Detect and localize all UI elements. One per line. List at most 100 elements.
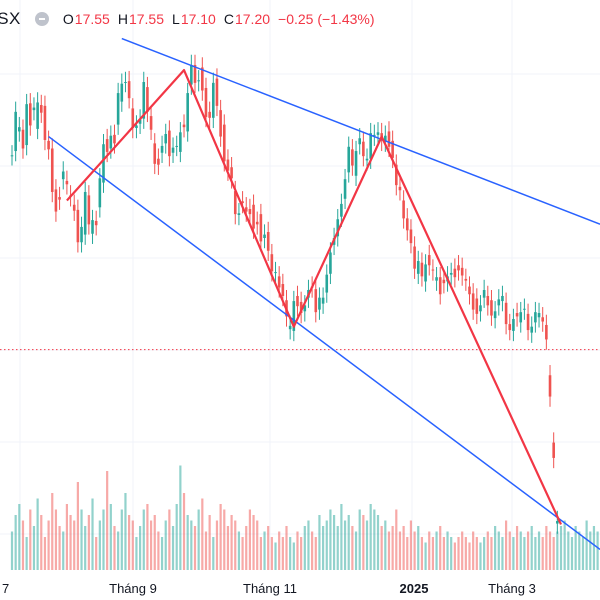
candle-body (83, 191, 87, 235)
candle-body (281, 284, 285, 296)
candle-body (164, 134, 168, 144)
candle-body (486, 295, 490, 306)
volume-bar (215, 520, 219, 570)
volume-bar (336, 526, 339, 570)
candle-body (277, 276, 281, 288)
volume-bar (289, 537, 292, 570)
candle-body (413, 246, 416, 269)
candle-body (493, 311, 497, 319)
x-tick-label: Tháng 9 (109, 581, 157, 596)
volume-bar (47, 520, 50, 570)
candle-body (329, 252, 332, 274)
volume-bar (369, 504, 372, 570)
minus-icon[interactable] (34, 12, 49, 26)
volume-bar (409, 520, 413, 570)
candlestick-series (10, 54, 559, 534)
volume-bar (135, 537, 138, 570)
volume-bar (596, 531, 599, 570)
volume-bar (519, 531, 522, 570)
volume-bar (73, 520, 76, 570)
volume-bar (157, 531, 160, 570)
candle-body (537, 313, 541, 318)
candle-body (552, 442, 555, 458)
candle-body (43, 105, 47, 140)
candle-body (208, 111, 211, 118)
candle-body (142, 82, 146, 119)
candle-body (482, 290, 486, 298)
candle-body (398, 186, 402, 191)
candle-body (105, 139, 109, 152)
volume-bar (314, 537, 317, 570)
candle-body (292, 301, 296, 331)
candle-body (479, 305, 482, 312)
open-value: 17.55 (74, 11, 110, 27)
volume-bar (95, 537, 98, 570)
candle-body (402, 200, 405, 219)
candle-body (391, 140, 394, 158)
volume-bar (300, 537, 303, 570)
volume-bar (106, 471, 109, 570)
candle-body (124, 82, 127, 83)
volume-bar (303, 526, 306, 570)
candle-body (318, 297, 321, 310)
candle-body (50, 148, 54, 192)
volume-bar (146, 504, 149, 570)
volume-bar (117, 531, 120, 570)
volume-bar (453, 542, 456, 570)
volume-bar (153, 515, 156, 570)
volume-bar (497, 531, 500, 570)
volume-bars (10, 465, 599, 570)
candle-body (98, 178, 102, 208)
candle-body (435, 277, 438, 281)
volume-bar (25, 537, 28, 570)
candle-body (21, 129, 25, 149)
volume-bar (464, 537, 467, 570)
volume-bar (91, 498, 94, 570)
candle-body (219, 110, 222, 137)
candle-body (160, 145, 164, 153)
volume-bar (340, 504, 343, 570)
drawing-overlays[interactable] (48, 37, 600, 551)
candle-body (526, 313, 530, 331)
volume-bar (29, 509, 32, 570)
volume-bar (186, 515, 189, 570)
volume-bar (131, 520, 134, 570)
volume-bar (365, 520, 369, 570)
candle-body (270, 254, 274, 272)
volume-bar (563, 520, 566, 570)
candle-body (438, 277, 442, 295)
volume-bar (98, 520, 101, 570)
ohlc-legend: ISX O 17.55 H 17.55 L 17.10 C 17.20 −0.2… (0, 6, 383, 32)
volume-bar (548, 531, 552, 570)
candle-body (204, 87, 208, 117)
candle-body (65, 180, 69, 185)
volume-bar (128, 515, 131, 570)
candle-body (358, 138, 361, 145)
x-tick-label: Tháng 3 (488, 581, 536, 596)
x-tick-label: 2025 (400, 581, 429, 596)
change-value: −0.25 (−1.43%) (278, 11, 375, 27)
channel-upper-line (121, 37, 600, 225)
candle-body (197, 80, 200, 82)
candle-body (464, 278, 468, 281)
volume-bar (175, 504, 178, 570)
candle-body (222, 124, 226, 162)
symbol-label[interactable]: ISX (0, 9, 21, 28)
volume-bar (230, 515, 233, 570)
volume-bar (193, 526, 197, 570)
candle-body (168, 130, 171, 157)
candle-body (409, 229, 413, 244)
candle-body (365, 158, 369, 161)
volume-bar (168, 509, 171, 570)
x-tick-label: 7 (2, 581, 9, 596)
volume-bar (267, 526, 270, 570)
candle-body (18, 127, 21, 132)
volume-bar (457, 537, 460, 570)
candle-body (39, 105, 43, 113)
volume-bar (589, 531, 592, 570)
candle-body (343, 179, 347, 199)
candle-body (29, 103, 32, 126)
volume-bar (270, 537, 273, 570)
